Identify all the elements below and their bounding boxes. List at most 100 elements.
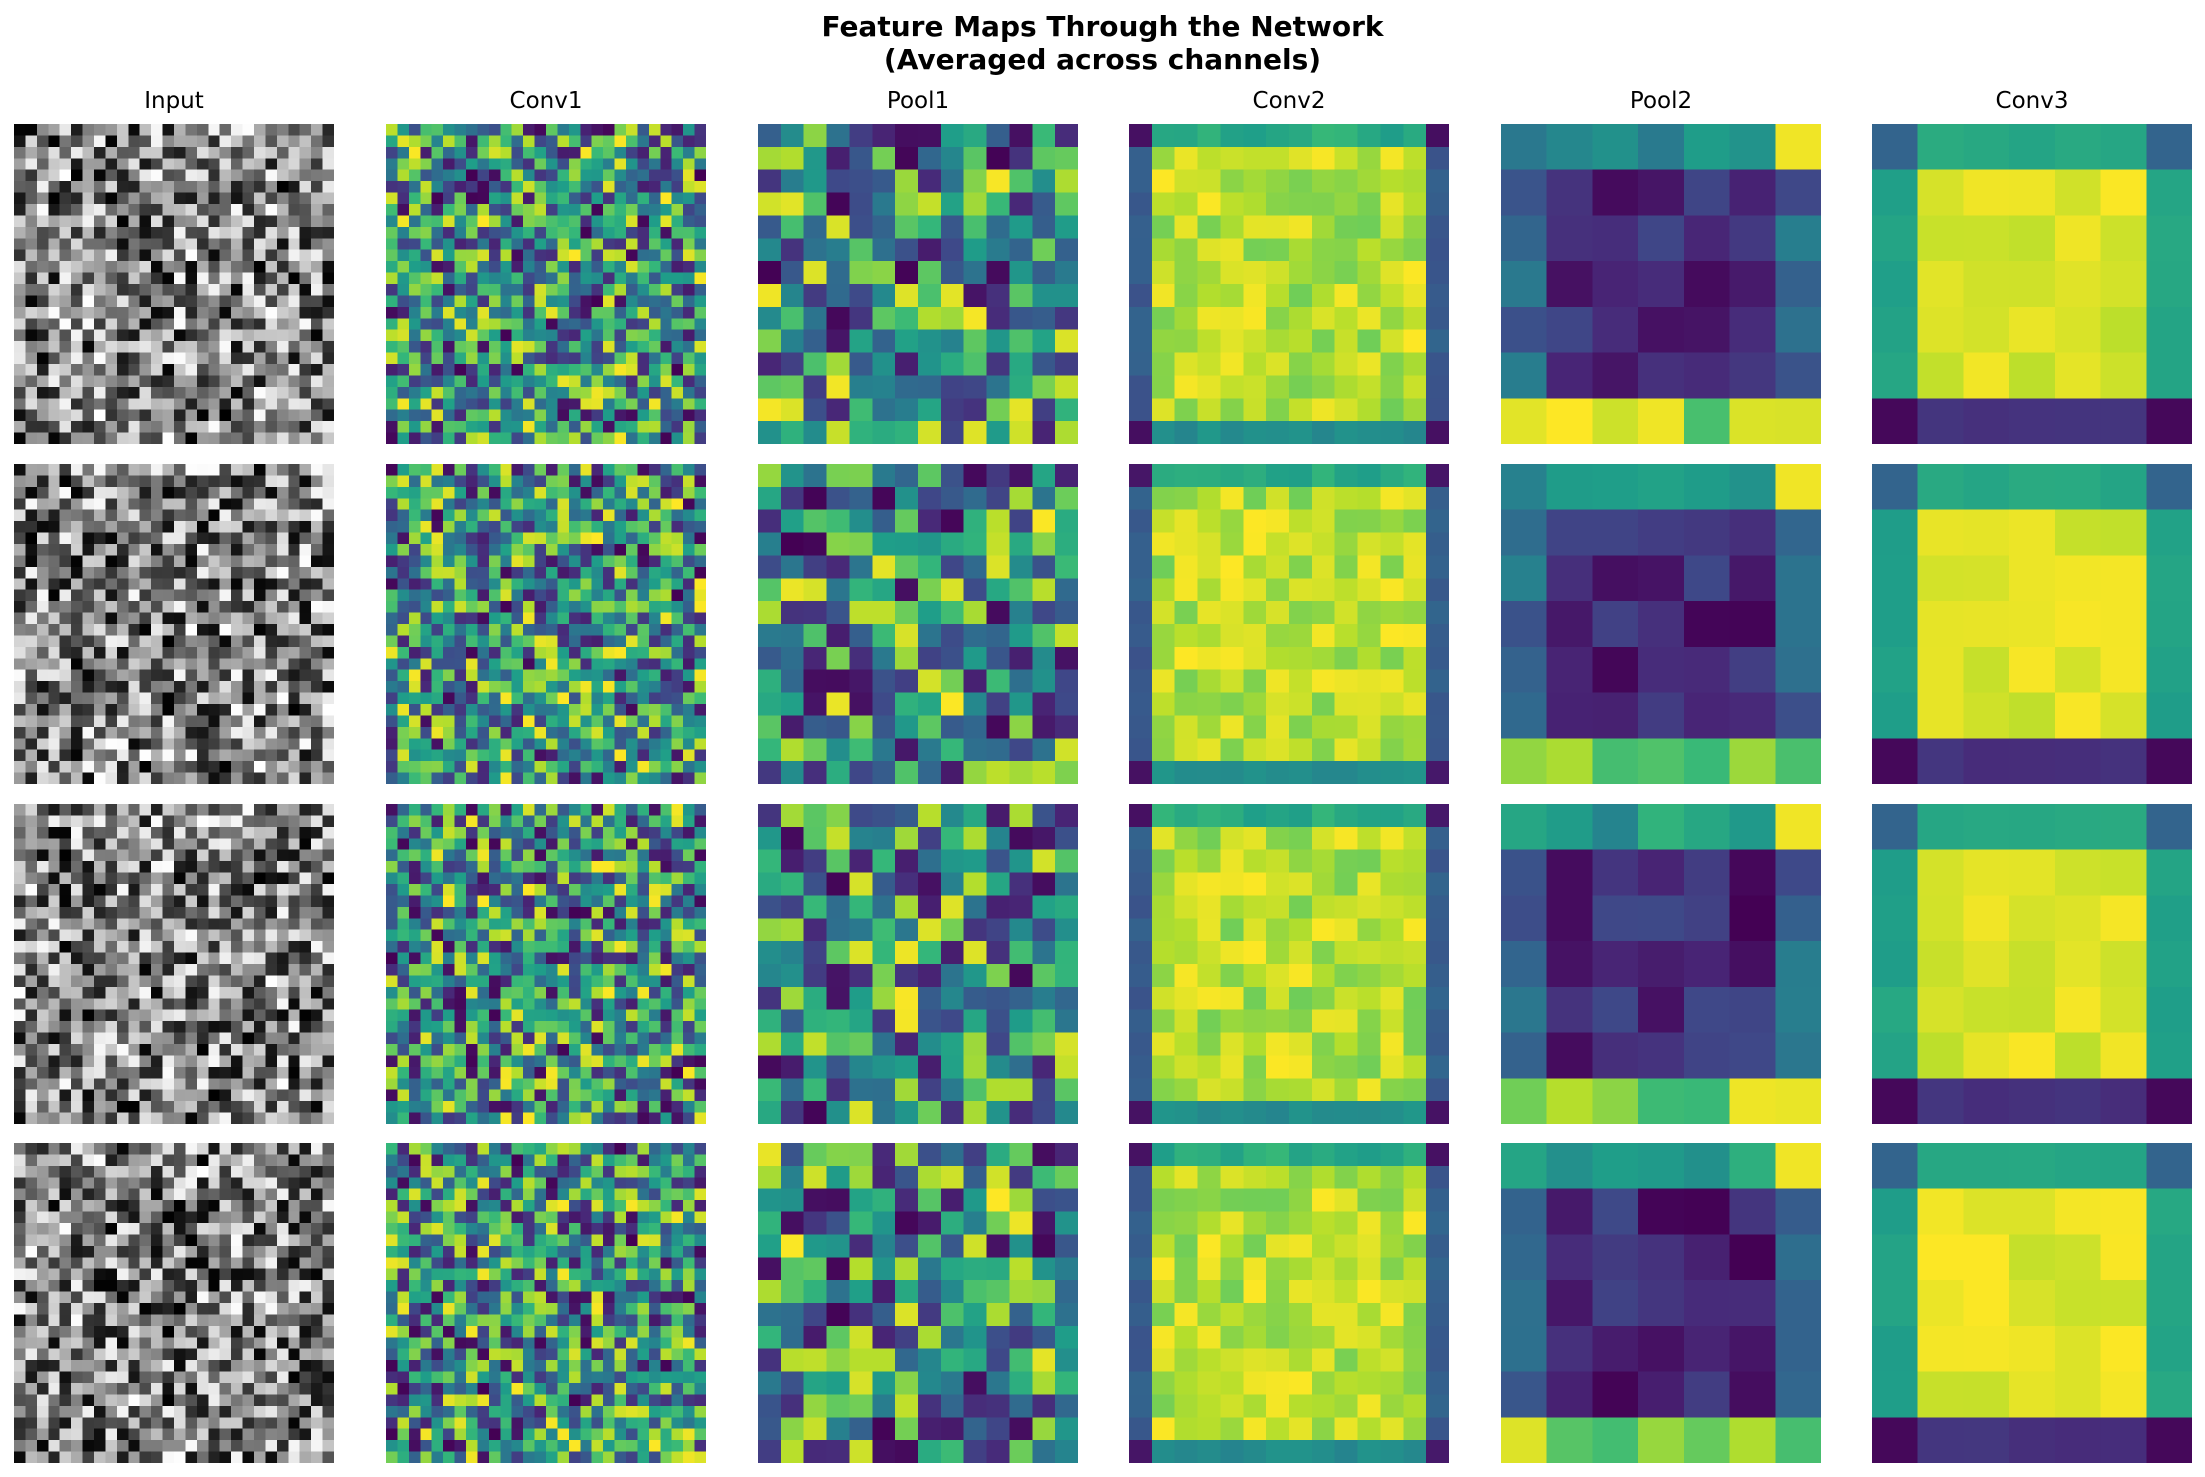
heatmap-cell (219, 1325, 232, 1338)
heatmap-cell (196, 1383, 209, 1396)
heatmap-cell (14, 1154, 27, 1167)
heatmap-cell (231, 1211, 244, 1224)
heatmap-cell (185, 1245, 198, 1258)
heatmap-cell (660, 532, 673, 545)
heatmap-cell (660, 295, 673, 308)
heatmap-cell (626, 284, 639, 297)
heatmap-cell (219, 1405, 232, 1418)
heatmap-cell (322, 364, 334, 377)
heatmap-cell (128, 364, 141, 377)
heatmap-cell (443, 861, 456, 874)
heatmap-cell (477, 329, 490, 342)
heatmap-cell (500, 624, 513, 637)
heatmap-cell (116, 1089, 129, 1102)
heatmap-cell (420, 884, 433, 897)
heatmap-cell (534, 815, 547, 828)
heatmap-cell (671, 409, 684, 422)
heatmap-cell (557, 284, 570, 297)
heatmap-cell (546, 578, 559, 591)
heatmap-cell (128, 409, 141, 422)
heatmap-cell (14, 215, 27, 228)
heatmap-cell (603, 124, 616, 137)
heatmap-cell (265, 398, 278, 411)
heatmap-cell (25, 375, 38, 388)
heatmap-cell (580, 295, 593, 308)
heatmap-cell (59, 669, 72, 682)
heatmap-cell (48, 772, 61, 784)
heatmap-cell (276, 135, 289, 148)
heatmap-cell (683, 658, 696, 671)
heatmap-cell (660, 715, 673, 728)
heatmap-cell (397, 398, 410, 411)
heatmap-cell (408, 895, 421, 908)
heatmap-cell (242, 772, 255, 784)
heatmap-cell (648, 146, 661, 159)
heatmap-cell (420, 521, 433, 534)
heatmap-cell (185, 272, 198, 285)
heatmap-cell (299, 386, 312, 399)
heatmap-cell (174, 635, 187, 648)
heatmap-cell (265, 329, 278, 342)
heatmap-cell (48, 861, 61, 874)
heatmap-cell (397, 432, 410, 444)
heatmap-cell (568, 432, 581, 444)
heatmap-cell (477, 341, 490, 354)
heatmap-cell (151, 135, 164, 148)
heatmap-cell (25, 692, 38, 705)
heatmap-cell (185, 1348, 198, 1361)
heatmap-cell (14, 1112, 27, 1124)
heatmap-cell (299, 1200, 312, 1213)
heatmap-cell (105, 1009, 118, 1022)
heatmap-cell (105, 1154, 118, 1167)
heatmap-cell (116, 1044, 129, 1057)
heatmap-cell (276, 772, 289, 784)
heatmap-cell (614, 509, 627, 522)
heatmap-cell (25, 715, 38, 728)
heatmap-cell (82, 352, 95, 365)
heatmap-cell (288, 578, 301, 591)
heatmap-cell (25, 329, 38, 342)
heatmap-cell (397, 486, 410, 499)
heatmap-cell (196, 681, 209, 694)
heatmap-cell (71, 146, 84, 159)
heatmap-cell (94, 669, 107, 682)
heatmap-cell (408, 761, 421, 774)
heatmap-cell (420, 386, 433, 399)
heatmap-cell (648, 521, 661, 534)
heatmap-cell (174, 1245, 187, 1258)
heatmap-cell (546, 815, 559, 828)
heatmap-cell (36, 941, 49, 954)
heatmap-cell (231, 1055, 244, 1068)
heatmap-svg (14, 464, 334, 784)
heatmap-cell (546, 498, 559, 511)
heatmap-cell (299, 1405, 312, 1418)
heatmap-cell (265, 952, 278, 965)
heatmap-cell (36, 181, 49, 194)
heatmap-cell (48, 1291, 61, 1304)
heatmap-cell (408, 624, 421, 637)
heatmap-cell (208, 1314, 221, 1327)
heatmap-cell (82, 169, 95, 182)
heatmap-cell (408, 421, 421, 434)
heatmap-cell (59, 1394, 72, 1407)
heatmap-cell (671, 146, 684, 159)
heatmap-cell (139, 521, 152, 534)
heatmap-cell (299, 815, 312, 828)
heatmap-cell (488, 612, 501, 625)
heatmap-cell (534, 715, 547, 728)
heatmap-cell (534, 215, 547, 228)
heatmap-cell (14, 624, 27, 637)
heatmap-cell (397, 849, 410, 862)
heatmap-cell (174, 498, 187, 511)
heatmap-cell (151, 1044, 164, 1057)
heatmap-cell (500, 761, 513, 774)
heatmap-cell (591, 306, 604, 319)
heatmap-cell (603, 192, 616, 205)
heatmap-cell (523, 815, 536, 828)
heatmap-cell (116, 486, 129, 499)
heatmap-cell (105, 544, 118, 557)
heatmap-cell (660, 838, 673, 851)
heatmap-cell (208, 341, 221, 354)
heatmap-cell (420, 589, 433, 602)
heatmap-cell (242, 975, 255, 988)
